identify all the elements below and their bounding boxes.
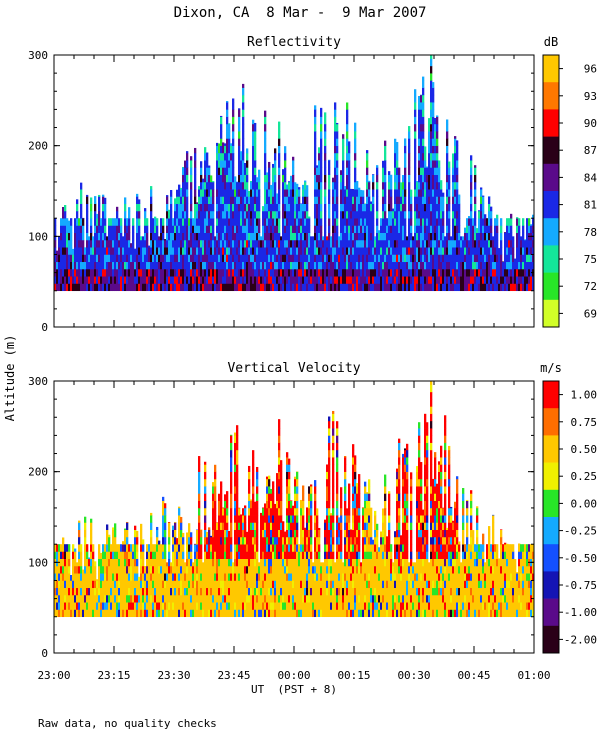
reflectivity-colorbar-label: 72 (584, 280, 597, 293)
reflectivity-colorbar-label: 84 (584, 171, 598, 184)
velocity-colorbar-swatch (543, 517, 559, 545)
reflectivity-colorbar-swatch (543, 163, 559, 192)
reflectivity-unit: dB (544, 35, 558, 49)
x-tick-label: 23:45 (217, 669, 250, 682)
reflectivity-colorbar-swatch (543, 55, 559, 83)
velocity-colorbar-swatch (543, 598, 559, 627)
axes: 0 100 200 300 0 100 200 300 23:00 23:15 23:30 23:45… (28, 49, 550, 682)
velocity-title: Vertical Velocity (227, 361, 360, 376)
velocity-y-tick-label: 0 (41, 647, 48, 660)
reflectivity-colorbar-swatch (543, 136, 559, 165)
reflectivity-colorbar: 96 93 90 87 84 81 78 75 72 69 (542, 54, 598, 328)
velocity-colorbar-swatch (543, 435, 559, 463)
velocity-colorbar: 1.00 0.75 0.50 0.25 0.00 -0.25 -0.50 -0.75 -1.00… (542, 380, 598, 654)
reflectivity-colorbar-swatch (543, 245, 559, 273)
reflectivity-colorbar-label: 93 (584, 90, 597, 103)
velocity-colorbar-label: -1.00 (564, 606, 597, 619)
reflectivity-colorbar-swatch (543, 82, 559, 110)
reflectivity-y-tick-label: 100 (28, 230, 48, 243)
reflectivity-colorbar-swatch (543, 218, 559, 246)
x-tick-label: 01:00 (517, 669, 550, 682)
reflectivity-y-tick-label: 200 (28, 140, 48, 153)
velocity-colorbar-label: -2.00 (564, 633, 597, 646)
x-tick-label: 23:15 (97, 669, 130, 682)
reflectivity-colorbar-label: 75 (584, 253, 597, 266)
velocity-field (54, 381, 534, 618)
reflectivity-colorbar-swatch (543, 272, 559, 301)
reflectivity-plot (54, 55, 534, 292)
x-axis-label: UT (PST + 8) (251, 683, 337, 696)
velocity-colorbar-swatch (543, 381, 559, 409)
velocity-colorbar-swatch (543, 544, 559, 572)
reflectivity-y-tick-label: 300 (28, 49, 48, 62)
reflectivity-colorbar-label: 96 (584, 63, 597, 76)
velocity-y-tick-label: 300 (28, 375, 48, 388)
x-tick-label: 23:30 (157, 669, 190, 682)
x-tick-label: 00:00 (277, 669, 310, 682)
velocity-colorbar-label: -0.25 (564, 525, 597, 538)
velocity-plot (54, 381, 534, 618)
reflectivity-colorbar-swatch (543, 191, 559, 219)
reflectivity-colorbar-swatch (543, 299, 559, 328)
footnote: Raw data, no quality checks (38, 717, 217, 730)
x-tick-label: 00:45 (457, 669, 490, 682)
reflectivity-y-tick-label: 0 (41, 321, 48, 334)
velocity-unit: m/s (540, 361, 562, 375)
velocity-colorbar-label: 0.50 (571, 443, 598, 456)
velocity-y-tick-label: 200 (28, 466, 48, 479)
velocity-colorbar-swatch (543, 408, 559, 436)
reflectivity-colorbar-label: 69 (584, 307, 597, 320)
reflectivity-colorbar-label: 90 (584, 117, 597, 130)
velocity-colorbar-label: 1.00 (571, 389, 598, 402)
velocity-colorbar-label: 0.00 (571, 497, 598, 510)
reflectivity-colorbar-label: 81 (584, 199, 597, 212)
velocity-colorbar-swatch (543, 571, 559, 599)
reflectivity-title: Reflectivity (247, 35, 341, 50)
velocity-colorbar-swatch (543, 489, 559, 518)
velocity-colorbar-label: -0.75 (564, 579, 597, 592)
reflectivity-field (54, 55, 534, 292)
reflectivity-colorbar-swatch (543, 109, 559, 137)
velocity-y-tick-label: 100 (28, 556, 48, 569)
reflectivity-colorbar-label: 78 (584, 226, 597, 239)
x-tick-label: 00:15 (337, 669, 370, 682)
x-tick-label: 00:30 (397, 669, 430, 682)
y-axis-label: Altitude (m) (3, 335, 17, 422)
velocity-colorbar-label: 0.75 (571, 416, 598, 429)
figure-title: Dixon, CA 8 Mar - 9 Mar 2007 (174, 5, 427, 21)
x-tick-label: 23:00 (37, 669, 70, 682)
velocity-colorbar-swatch (543, 625, 559, 654)
reflectivity-colorbar-label: 87 (584, 144, 597, 157)
velocity-colorbar-label: -0.50 (564, 552, 597, 565)
velocity-colorbar-swatch (543, 462, 559, 491)
velocity-colorbar-label: 0.25 (571, 470, 598, 483)
